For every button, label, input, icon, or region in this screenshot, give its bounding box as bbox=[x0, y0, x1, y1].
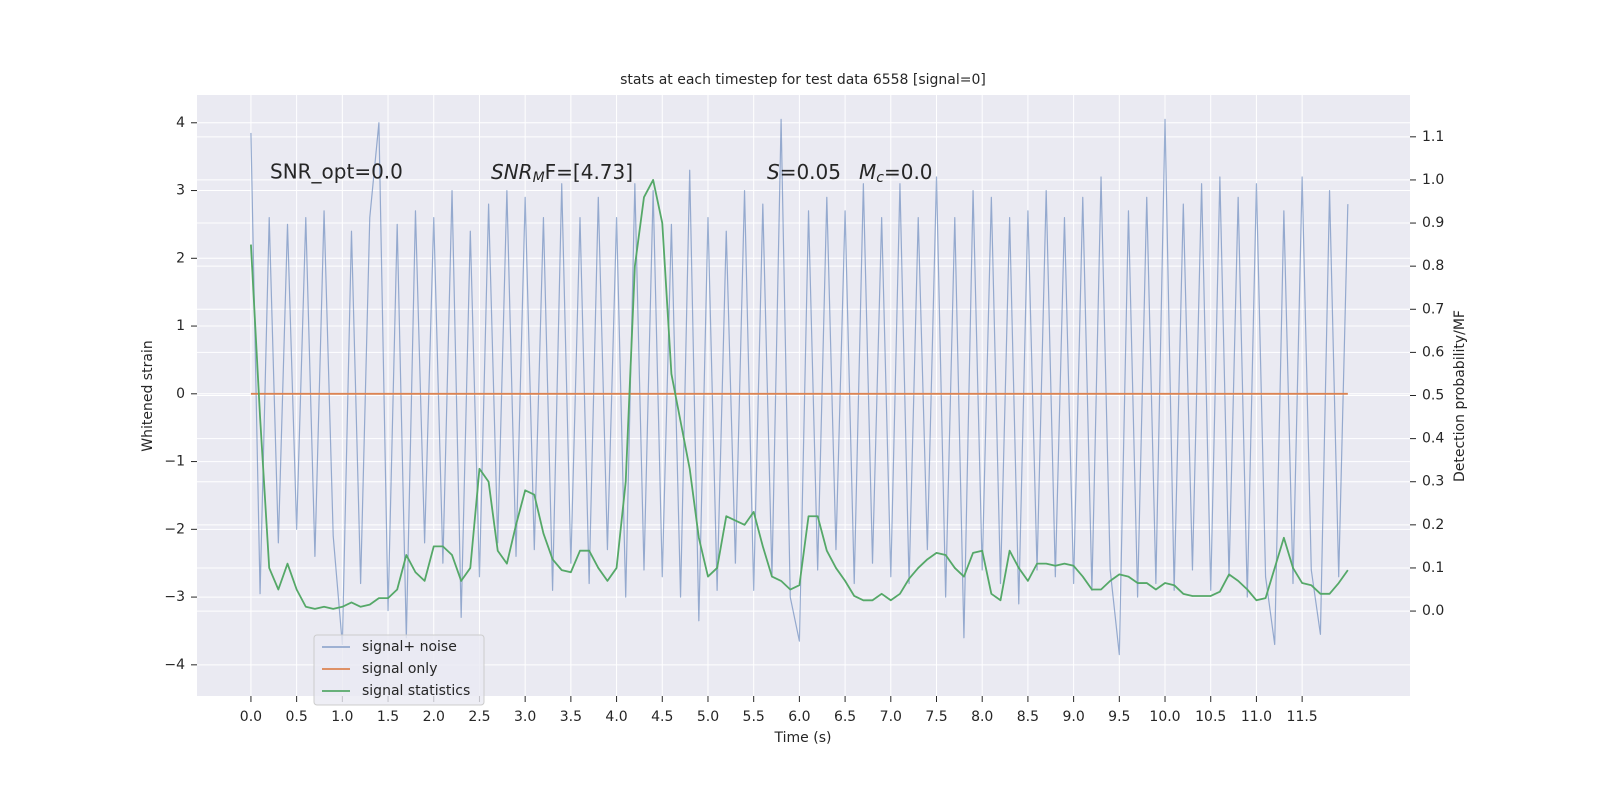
y2-tick-label: 0.5 bbox=[1422, 388, 1444, 404]
x-tick-label: 2.5 bbox=[468, 709, 490, 725]
y-tick-label: −1 bbox=[164, 454, 185, 470]
y2-tick-label: 1.0 bbox=[1422, 172, 1444, 188]
x-tick-label: 6.5 bbox=[834, 709, 856, 725]
x-tick-label: 7.0 bbox=[880, 709, 902, 725]
y2-tick-label: 0.8 bbox=[1422, 258, 1444, 274]
chart-title: stats at each timestep for test data 655… bbox=[620, 72, 986, 88]
legend-label: signal+ noise bbox=[362, 639, 457, 655]
y2-tick-label: 0.9 bbox=[1422, 215, 1444, 231]
x-tick-label: 10.5 bbox=[1195, 709, 1226, 725]
x-tick-label: 8.0 bbox=[971, 709, 993, 725]
annotation-sub: c bbox=[876, 170, 884, 186]
annotation: SNR_opt=0.0 bbox=[270, 160, 403, 184]
x-tick-label: 10.0 bbox=[1149, 709, 1180, 725]
x-tick-label: 7.5 bbox=[925, 709, 947, 725]
annotation-base: S bbox=[767, 160, 780, 184]
x-tick-label: 8.5 bbox=[1017, 709, 1039, 725]
y-tick-label: 1 bbox=[176, 318, 185, 334]
y2-tick-label: 0.0 bbox=[1422, 603, 1444, 619]
x-tick-label: 1.5 bbox=[377, 709, 399, 725]
y2-tick-label: 1.1 bbox=[1422, 129, 1444, 145]
legend: signal+ noise signal only signal statistic… bbox=[313, 634, 485, 706]
y2-axis-label: Detection probability/MF bbox=[1452, 310, 1468, 482]
x-tick-label: 2.0 bbox=[423, 709, 445, 725]
x-tick-label: 4.5 bbox=[651, 709, 673, 725]
x-tick-label: 11.0 bbox=[1241, 709, 1272, 725]
y2-tick-label: 0.6 bbox=[1422, 344, 1444, 360]
x-tick-label: 3.0 bbox=[514, 709, 536, 725]
x-tick-label: 0.5 bbox=[286, 709, 308, 725]
y-tick-label: −4 bbox=[164, 657, 185, 673]
x-tick-label: 3.5 bbox=[560, 709, 582, 725]
y-axis-label: Whitened strain bbox=[140, 340, 156, 451]
annotation: SNRMF=[4.73] bbox=[491, 160, 633, 187]
y2-tick-label: 0.3 bbox=[1422, 474, 1444, 490]
y2-tick-label: 0.7 bbox=[1422, 301, 1444, 317]
series-line bbox=[250, 118, 1349, 656]
series-line bbox=[250, 179, 1349, 610]
annotation-sub: M bbox=[533, 170, 545, 186]
annotation: Mc=0.0 bbox=[859, 160, 933, 187]
annotation-tail: F=[4.73] bbox=[545, 160, 633, 184]
legend-box bbox=[313, 634, 485, 706]
annotation-tail: =0.0 bbox=[884, 160, 933, 184]
x-tick-label: 4.0 bbox=[605, 709, 627, 725]
y2-tick-label: 0.1 bbox=[1422, 560, 1444, 576]
x-tick-label: 6.0 bbox=[788, 709, 810, 725]
x-tick-label: 0.0 bbox=[240, 709, 262, 725]
annotation: S=0.05 bbox=[767, 160, 841, 184]
y2-tick-label: 0.4 bbox=[1422, 431, 1444, 447]
x-axis-label: Time (s) bbox=[774, 730, 832, 746]
x-tick-label: 9.0 bbox=[1062, 709, 1084, 725]
legend-label: signal statistics bbox=[362, 683, 470, 699]
y2-tick-label: 0.2 bbox=[1422, 517, 1444, 533]
x-tick-label: 9.5 bbox=[1108, 709, 1130, 725]
x-tick-label: 5.5 bbox=[743, 709, 765, 725]
y-tick-label: −3 bbox=[164, 589, 185, 605]
annotation-base: M bbox=[859, 160, 876, 184]
y-tick-label: 2 bbox=[176, 250, 185, 266]
annotation-tail: =0.05 bbox=[780, 160, 841, 184]
y-tick-label: 3 bbox=[176, 183, 185, 199]
legend-label: signal only bbox=[362, 661, 437, 677]
y-tick-label: 4 bbox=[176, 115, 185, 131]
x-tick-label: 5.0 bbox=[697, 709, 719, 725]
x-tick-label: 11.5 bbox=[1287, 709, 1318, 725]
y-tick-label: 0 bbox=[176, 386, 185, 402]
annotation-base: SNR bbox=[491, 160, 533, 184]
y-tick-label: −2 bbox=[164, 521, 185, 537]
x-tick-label: 1.0 bbox=[331, 709, 353, 725]
